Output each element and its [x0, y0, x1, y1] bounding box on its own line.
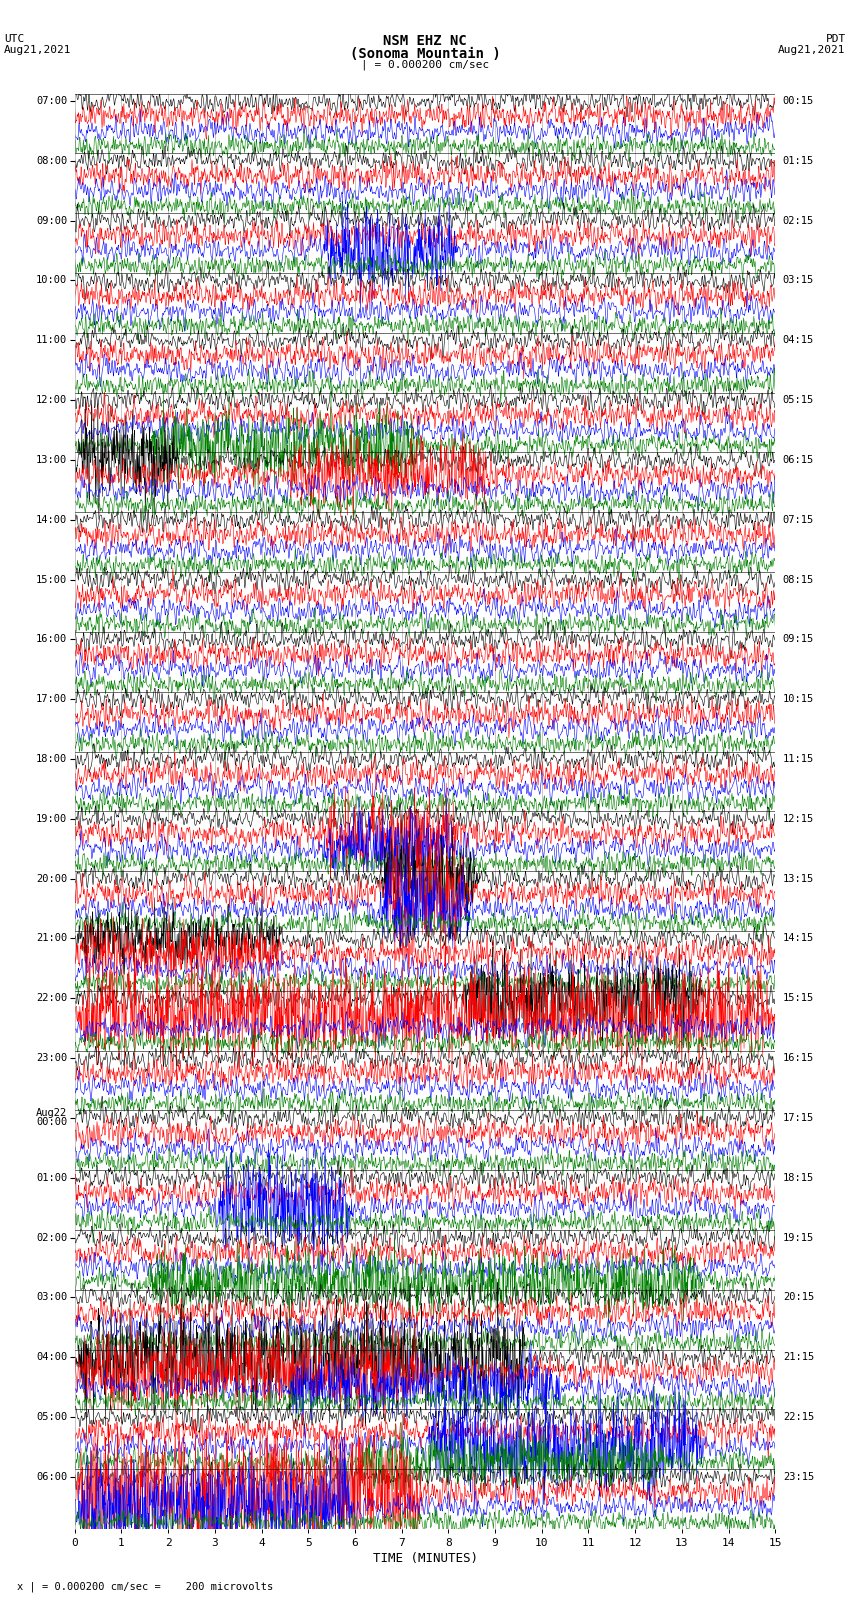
Text: PDT: PDT	[825, 34, 846, 44]
X-axis label: TIME (MINUTES): TIME (MINUTES)	[372, 1552, 478, 1565]
Text: UTC: UTC	[4, 34, 25, 44]
Text: (Sonoma Mountain ): (Sonoma Mountain )	[349, 47, 501, 61]
Text: | = 0.000200 cm/sec: | = 0.000200 cm/sec	[361, 60, 489, 71]
Text: NSM EHZ NC: NSM EHZ NC	[383, 34, 467, 48]
Text: Aug21,2021: Aug21,2021	[4, 45, 71, 55]
Text: Aug21,2021: Aug21,2021	[779, 45, 846, 55]
Text: x | = 0.000200 cm/sec =    200 microvolts: x | = 0.000200 cm/sec = 200 microvolts	[17, 1581, 273, 1592]
